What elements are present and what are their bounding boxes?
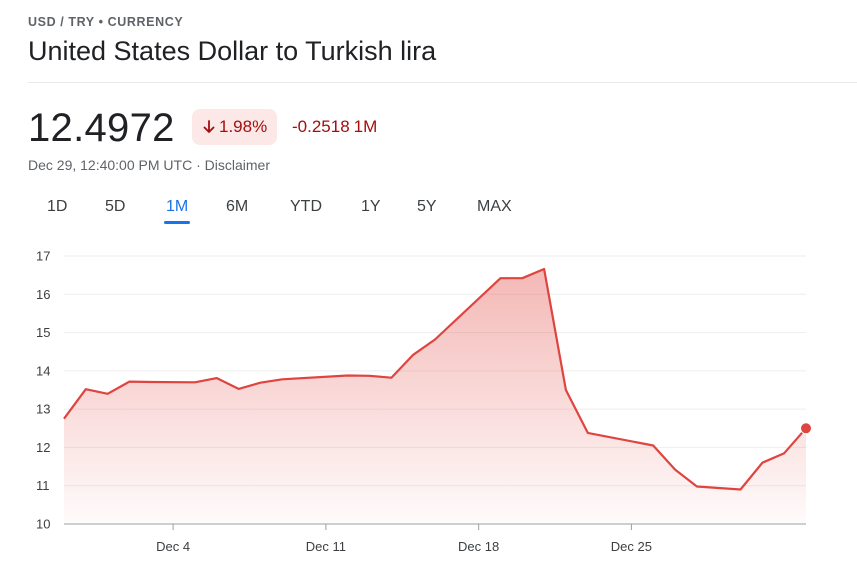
change-period: 1M: [353, 117, 378, 136]
tab-1y[interactable]: 1Y: [361, 198, 381, 215]
arrow-down-icon: [203, 120, 215, 133]
change-percent: 1.98%: [219, 117, 268, 136]
x-tick-label: Dec 25: [611, 539, 652, 554]
breadcrumb: USD / TRY • CURRENCY: [28, 15, 184, 29]
y-tick-label: 12: [36, 440, 50, 455]
tab-1m[interactable]: 1M: [163, 198, 191, 224]
price-area-fill: [64, 269, 806, 524]
y-tick-label: 14: [36, 363, 50, 378]
price-chart[interactable]: 10 11 12 13 14 15 16 17 Dec 4 Dec 11 Dec 18 Dec 25: [0, 232, 857, 573]
y-tick-label: 10: [36, 517, 50, 532]
x-tick-label: Dec 4: [156, 539, 190, 554]
tab-6m[interactable]: 6M: [226, 198, 249, 215]
tab-ytd[interactable]: YTD: [290, 198, 322, 215]
y-tick-label: 17: [36, 249, 50, 264]
y-tick-label: 16: [36, 287, 50, 302]
meta-separator: ·: [192, 157, 205, 173]
header-divider: [28, 82, 857, 83]
change-percent-badge: 1.98%: [192, 109, 278, 145]
change-absolute: -0.2518 1M: [292, 117, 377, 137]
change-value: -0.2518: [292, 117, 350, 136]
price-series-line: [63, 267, 807, 491]
tab-5y[interactable]: 5Y: [417, 198, 437, 215]
y-tick-label: 11: [36, 478, 50, 493]
x-tick-label: Dec 18: [458, 539, 499, 554]
y-tick-label: 13: [36, 402, 50, 417]
y-tick-label: 15: [36, 325, 50, 340]
tab-max[interactable]: MAX: [477, 198, 512, 215]
tab-1d[interactable]: 1D: [47, 198, 68, 215]
disclaimer-link[interactable]: Disclaimer: [204, 157, 270, 173]
x-tick-label: Dec 11: [306, 539, 346, 554]
page-title: United States Dollar to Turkish lira: [28, 36, 437, 66]
tab-5d[interactable]: 5D: [105, 198, 126, 215]
last-price-marker: [800, 422, 812, 435]
timestamp-line: Dec 29, 12:40:00 PM UTC · Disclaimer: [28, 157, 270, 173]
timestamp: Dec 29, 12:40:00 PM UTC: [28, 157, 193, 173]
current-price: 12.4972: [28, 106, 175, 150]
